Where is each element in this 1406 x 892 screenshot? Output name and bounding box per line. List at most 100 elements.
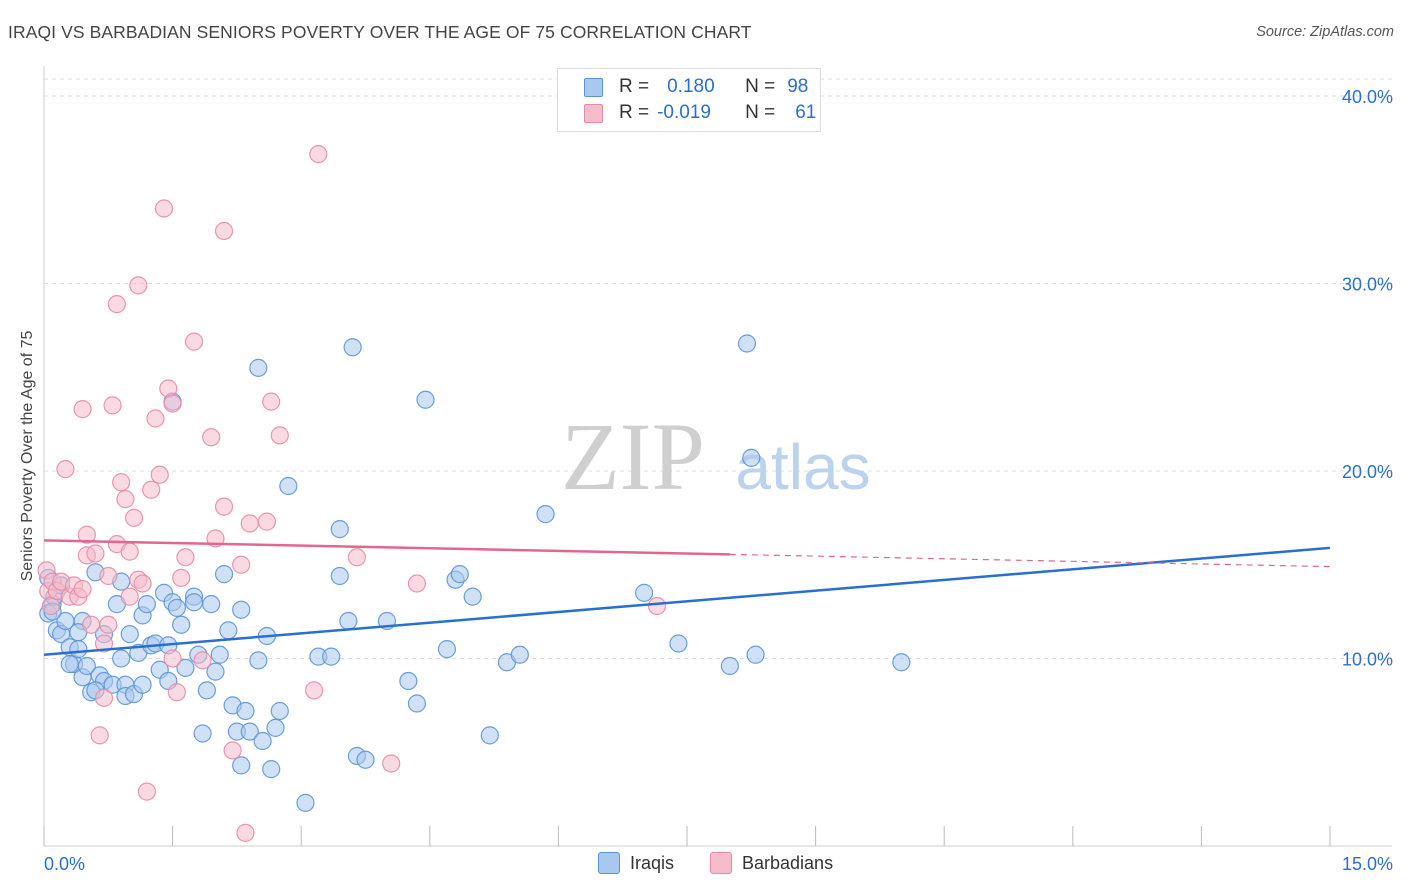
barbadians-point [184,332,204,351]
iraqis-point [407,694,427,713]
barbadians-point [107,295,126,314]
iraqis-point [206,662,225,681]
zipatlas-watermark: ZIP atlas [561,403,871,510]
barbadians-point [159,379,178,398]
barbadians-point [112,473,131,492]
r-label: R = [619,76,650,97]
barbadians-point [99,566,118,586]
y-tick-label: 30.0% [1342,275,1393,295]
trend-lines [43,539,1331,656]
iraqis-point [167,598,186,617]
iraqis-point [69,640,88,659]
barbadians-point [94,688,114,707]
iraqis-point [892,653,911,672]
iraqis-point [450,565,469,584]
barbadians-point [137,782,156,801]
barbadians-point [150,465,169,484]
y-tick-label: 20.0% [1342,462,1393,482]
legend-label-iraqis: Iraqis [630,852,675,873]
watermark-zip: ZIP [561,403,705,510]
iraqis-point [669,634,688,653]
barbadians-point [270,426,289,445]
barbadians-point [262,392,281,411]
iraqis-point [720,656,739,676]
barbadians-point [146,409,165,428]
barbadians-point [120,542,139,561]
iraqis-point [202,595,221,614]
legend-row-barbadians: R = -0.019 N = 61 [584,101,816,125]
r-value: -0.019 [657,102,711,123]
barbadians-point [202,428,221,447]
iraqis-trend-line [43,546,1331,656]
barbadians-point [223,741,242,760]
barbadians-point [232,555,251,574]
iraqis-point [356,750,375,769]
iraqis-point [437,640,457,659]
r-value: 0.180 [667,76,715,97]
barbadians-point [73,580,92,599]
tick-labels: 10.0% 20.0% 30.0% 40.0% 0.0% 15.0% [44,87,1393,874]
barbadians-point [133,574,152,593]
iraqis-point [120,625,139,644]
chart-title: IRAQI VS BARBADIAN SENIORS POVERTY OVER … [8,22,752,42]
barbadians-point [347,548,367,567]
iraqis-point [262,760,281,779]
barbadians-point [382,754,401,773]
iraqis-point [635,583,654,602]
iraqis-point [240,722,259,741]
barbadians-point [56,460,75,479]
iraqis-point [737,334,757,353]
iraqis-point [214,565,234,584]
n-value: 98 [787,76,809,97]
iraqis-point [236,701,255,721]
barbadians-trend-line-dashed [729,553,1331,568]
iraqis-point [219,621,238,640]
y-tick-label: 10.0% [1342,650,1393,670]
legend-item-iraqis: Iraqis [598,852,674,874]
iraqis-point [480,726,499,745]
x-tick-label-max: 15.0% [1342,854,1393,874]
barbadians-point [257,512,277,531]
barbadians-point [304,681,324,700]
barbadians-point [163,394,182,413]
legend-label-barbadians: Barbadians [742,852,834,873]
iraqis-point [172,615,191,634]
source-credit: Source: ZipAtlas.com [1256,24,1394,40]
iraqis-point [266,718,285,737]
iraqis-point [746,645,765,664]
iraqis-point [137,595,156,614]
y-axis-label: Seniors Poverty Over the Age of 75 [19,330,36,582]
barbadians-point [193,651,212,670]
barbadians-point [86,544,105,563]
legend-item-barbadians: Barbadians [710,852,833,874]
barbadians-point [154,199,174,218]
legend-row-iraqis: R = 0.180 N = 98 [584,75,808,99]
iraqis-swatch [584,77,603,97]
iraqis-point [399,671,418,691]
barbadians-point [163,649,182,668]
iraqis-point [253,731,272,751]
barbadians-swatch [584,103,603,123]
barbadians-point [99,615,118,634]
watermark-atlas: atlas [735,431,870,503]
barbadians-point [129,276,148,295]
barbadians-legend-swatch [710,852,732,874]
iraqis-point [330,566,349,586]
barbadians-point [116,490,135,509]
iraqis-point [197,681,216,700]
iraqis-point [249,358,268,377]
axes [43,66,1392,847]
correlation-legend: R = 0.180 N = 98 R = -0.019 N = 61 [557,68,821,132]
barbadians-point [124,508,144,527]
barbadians-point [214,497,234,516]
barbadians-point [82,615,101,634]
n-label: N = [745,102,776,123]
iraqis-point [416,390,435,409]
iraqis-point [60,655,79,674]
barbadians-trend-line [43,539,730,556]
iraqis-point [210,645,229,664]
iraqis-point [536,505,555,524]
iraqis-point [296,793,315,812]
r-label: R = [619,102,650,123]
